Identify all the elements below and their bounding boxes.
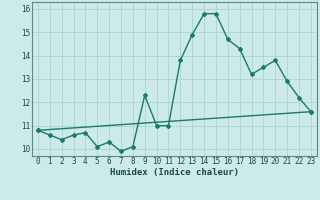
X-axis label: Humidex (Indice chaleur): Humidex (Indice chaleur) xyxy=(110,168,239,177)
